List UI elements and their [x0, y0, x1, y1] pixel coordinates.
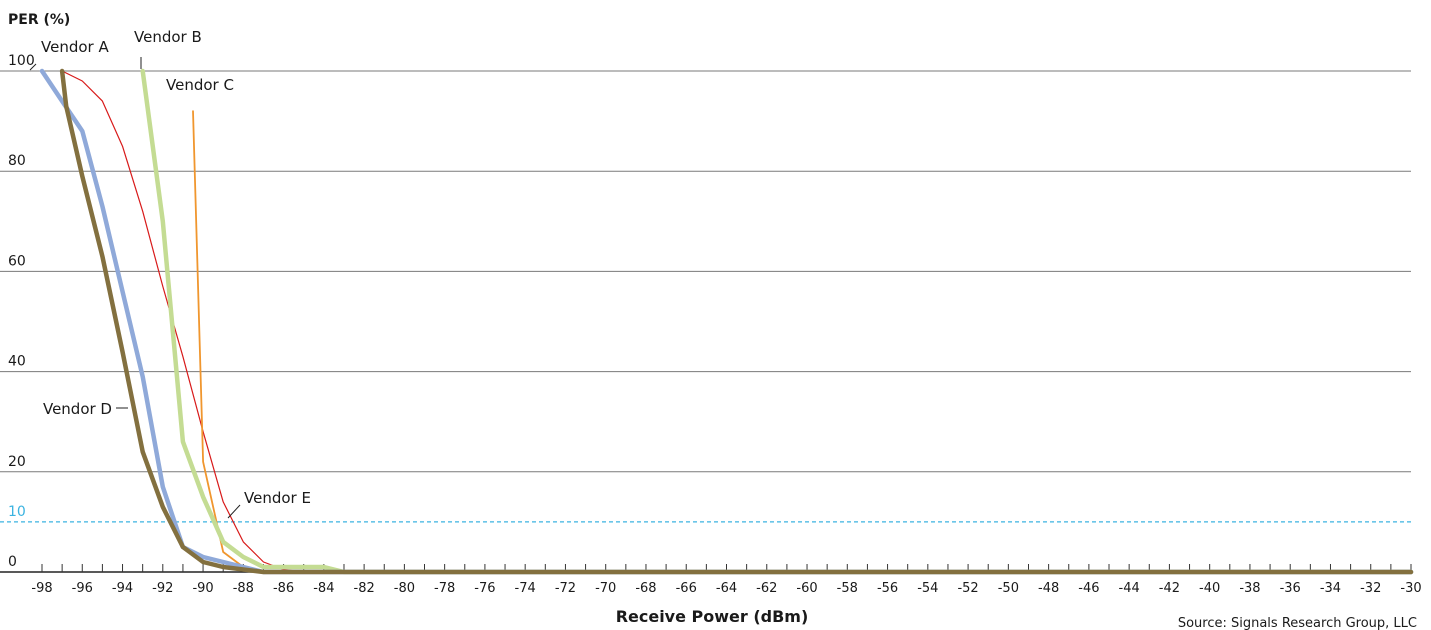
series-line-vendor-d [59, 68, 1414, 575]
x-tick-label: -94 [112, 581, 133, 596]
leader-vendor-a [29, 63, 37, 71]
x-tick-label: -42 [1159, 581, 1180, 596]
x-tick-label: -82 [354, 581, 375, 596]
x-tick-label: -64 [716, 581, 737, 596]
x-tick-label: -46 [1078, 581, 1099, 596]
x-axis-title: Receive Power (dBm) [616, 607, 809, 626]
x-tick-label: -90 [192, 581, 213, 596]
x-tick-label: -56 [877, 581, 898, 596]
x-tick-label: -44 [1119, 581, 1140, 596]
y-tick-label: 20 [8, 454, 26, 470]
x-tick-label: -60 [796, 581, 817, 596]
x-tick-label: -38 [1239, 581, 1260, 596]
x-tick-label: -84 [313, 581, 334, 596]
x-tick-label: -96 [72, 581, 93, 596]
x-tick-label: -50 [998, 581, 1019, 596]
x-tick-label: -48 [1038, 581, 1059, 596]
x-tick-label: -62 [756, 581, 777, 596]
x-tick-label: -54 [917, 581, 938, 596]
label-vendor-d: Vendor D [43, 400, 112, 418]
label-vendor-c: Vendor C [166, 76, 234, 94]
label-vendor-b: Vendor B [134, 28, 202, 46]
x-tick-label: -32 [1360, 581, 1381, 596]
series-line-vendor-c [192, 110, 1412, 573]
label-vendor-a: Vendor A [41, 38, 109, 56]
x-tick-label: -78 [434, 581, 455, 596]
reference-line-group: 10 [0, 504, 1411, 523]
label-vendor-e: Vendor E [244, 489, 311, 507]
x-tick-label: -30 [1400, 581, 1421, 596]
chart-labels: PER (%) Receive Power (dBm) Source: Sign… [8, 12, 1417, 630]
leader-vendor-e [227, 504, 241, 519]
x-tick-label: -74 [515, 581, 536, 596]
x-tick-label: -40 [1199, 581, 1220, 596]
y-tick-label: 40 [8, 354, 26, 370]
x-tick-label: -72 [555, 581, 576, 596]
x-tick-label: -76 [474, 581, 495, 596]
y-tick-label: 80 [8, 153, 26, 169]
source-note: Source: Signals Research Group, LLC [1178, 616, 1417, 630]
y-tick-label: 60 [8, 253, 26, 269]
x-tick-label: -86 [273, 581, 294, 596]
x-tick-label: -68 [635, 581, 656, 596]
x-tick-label: -70 [595, 581, 616, 596]
x-tick-label: -98 [31, 581, 52, 596]
x-tick-label: -52 [957, 581, 978, 596]
x-tick-label: -80 [394, 581, 415, 596]
x-tick-label: -34 [1320, 581, 1341, 596]
x-tick-label: -58 [837, 581, 858, 596]
y-axis-title: PER (%) [8, 12, 70, 28]
series-lines [39, 68, 1414, 575]
reference-line-label: 10 [8, 504, 26, 520]
x-tick-label: -92 [152, 581, 173, 596]
gridlines: 0 20 40 60 80 100 [0, 53, 1411, 570]
y-tick-label: 100 [8, 53, 35, 69]
x-tick-label: -66 [676, 581, 697, 596]
series-line-vendor-b [140, 68, 1414, 575]
y-tick-label: 0 [8, 554, 17, 570]
x-axis: -98 -96 -94 -92 -90 -88 -86 -84 -82 -80 -78 -76 -74 -… [0, 564, 1422, 596]
x-tick-label: -36 [1280, 581, 1301, 596]
x-tick-label: -88 [233, 581, 254, 596]
